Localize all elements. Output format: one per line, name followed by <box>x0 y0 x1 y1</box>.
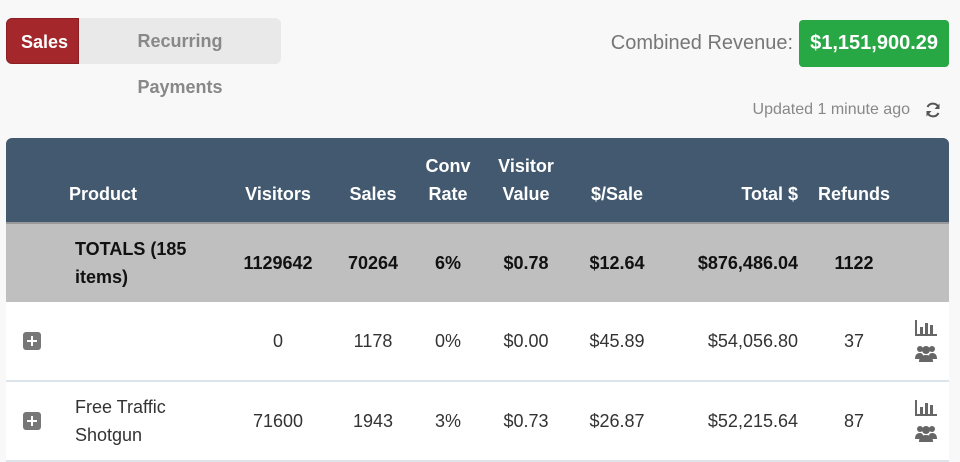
combined-revenue-label: Combined Revenue: <box>610 32 794 54</box>
bar-chart-icon[interactable] <box>914 400 937 416</box>
tab-sales[interactable]: Sales <box>6 18 79 64</box>
row-refunds: 37 <box>843 330 865 351</box>
users-icon[interactable] <box>914 344 937 362</box>
header-actions-spacer <box>902 208 949 222</box>
totals-total: $876,486.04 <box>697 252 798 273</box>
row-total: $52,215.64 <box>707 410 798 431</box>
row-total: $54,056.80 <box>707 330 798 351</box>
totals-visitors: 1129642 <box>243 252 313 273</box>
row-visitors: 0 <box>272 330 283 351</box>
combined-revenue: Combined Revenue: $1,151,900.29 <box>611 20 949 67</box>
expand-cell <box>6 332 58 350</box>
last-updated: Updated 1 minute ago <box>753 101 942 119</box>
header-refunds[interactable]: Refunds <box>818 184 890 204</box>
header-visitor-value[interactable]: Visitor Value <box>498 156 554 204</box>
expand-row-icon[interactable] <box>23 332 41 350</box>
bar-chart-icon[interactable] <box>914 320 937 336</box>
row-per-sale: $26.87 <box>589 410 645 431</box>
header-total[interactable]: Total $ <box>741 184 798 204</box>
users-icon[interactable] <box>914 424 937 442</box>
totals-visitor-value: $0.78 <box>503 252 549 273</box>
row-sales: 1178 <box>353 330 393 351</box>
refresh-icon[interactable] <box>924 101 942 119</box>
combined-revenue-badge: $1,151,900.29 <box>799 20 949 67</box>
tab-bar: Sales Recurring Payments <box>6 18 281 97</box>
row-conv-rate: 0% <box>434 330 461 351</box>
totals-conv-rate: 6% <box>434 252 461 273</box>
totals-row: TOTALS (185 items) 1129642 70264 6% $0.7… <box>6 222 949 302</box>
row-visitor-value: $0.73 <box>503 410 549 431</box>
row-visitor-value: $0.00 <box>503 330 549 351</box>
row-sales: 1943 <box>352 410 394 431</box>
header-sales[interactable]: Sales <box>349 184 397 204</box>
header-per-sale[interactable]: $/Sale <box>590 184 644 204</box>
totals-refunds: 1122 <box>834 252 874 273</box>
row-product: Free Traffic Shotgun <box>75 397 166 445</box>
expand-row-icon[interactable] <box>23 412 41 430</box>
totals-label: TOTALS (185 items) <box>75 239 187 287</box>
totals-sales: 70264 <box>347 252 399 273</box>
table-row: 0 1178 0% $0.00 $45.89 $54,056.80 37 <box>6 302 949 382</box>
row-conv-rate: 3% <box>434 410 461 431</box>
sales-table: Product Visitors Sales Conv Rate Visitor… <box>6 138 949 462</box>
row-actions <box>902 320 949 362</box>
header-product[interactable]: Product <box>69 184 138 204</box>
row-per-sale: $45.89 <box>589 330 645 351</box>
tab-recurring-payments[interactable]: Recurring Payments <box>137 31 223 97</box>
table-row: Free Traffic Shotgun 71600 1943 3% $0.73… <box>6 382 949 462</box>
row-refunds: 87 <box>843 410 865 431</box>
totals-per-sale: $12.64 <box>589 252 645 273</box>
row-visitors: 71600 <box>252 410 304 431</box>
header-expand-spacer <box>6 208 58 222</box>
table-header: Product Visitors Sales Conv Rate Visitor… <box>6 138 949 222</box>
row-actions <box>902 400 949 442</box>
header-visitors[interactable]: Visitors <box>245 184 311 204</box>
expand-cell <box>6 412 58 430</box>
last-updated-text: Updated 1 minute ago <box>752 101 910 118</box>
header-conv-rate[interactable]: Conv Rate <box>425 156 471 204</box>
